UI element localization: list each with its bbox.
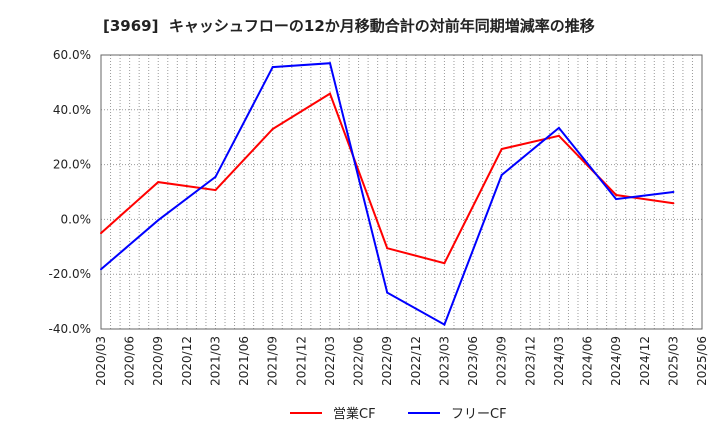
x-tick-label: 2021/09 [266, 336, 280, 386]
x-tick-label: 2022/09 [380, 336, 394, 386]
x-tick-label: 2020/06 [123, 336, 137, 386]
y-tick-label: -20.0% [49, 267, 91, 281]
data-point-series-1 [386, 291, 389, 294]
data-point-series-0 [386, 247, 389, 250]
x-tick-label: 2025/03 [666, 336, 680, 386]
data-point-series-0 [100, 232, 102, 235]
data-point-series-1 [157, 219, 160, 222]
data-point-series-1 [443, 323, 446, 326]
x-axis: 2020/03 2020/06 2020/09 2020/12 2021/03 2021/… [94, 336, 709, 386]
plot-area-frame [100, 54, 703, 330]
legend-label-operating-cf: 営業CF [333, 406, 376, 422]
data-point-series-0 [271, 128, 274, 130]
data-point-series-1 [214, 175, 217, 178]
data-point-series-1 [672, 191, 675, 193]
y-tick-label: -40.0% [49, 322, 91, 336]
x-tick-label: 2021/12 [294, 336, 308, 386]
y-tick-label: 20.0% [53, 158, 91, 172]
data-point-series-1 [271, 66, 274, 69]
data-point-series-0 [157, 181, 160, 184]
y-tick-label: 40.0% [53, 103, 91, 117]
x-tick-label: 2023/03 [437, 336, 451, 386]
x-tick-label: 2020/12 [180, 336, 194, 386]
y-tick-label: 0.0% [61, 212, 92, 226]
x-tick-label: 2023/12 [523, 336, 537, 386]
x-tick-label: 2023/09 [495, 336, 509, 386]
x-tick-label: 2021/03 [208, 336, 222, 386]
data-point-series-0 [214, 189, 217, 192]
grid [101, 55, 702, 329]
x-tick-label: 2024/09 [609, 336, 623, 386]
legend: 営業CF フリーCF [290, 406, 507, 422]
data-point-series-0 [500, 148, 503, 150]
x-tick-label: 2022/03 [323, 336, 337, 386]
x-tick-label: 2022/12 [409, 336, 423, 386]
x-tick-label: 2024/03 [552, 336, 566, 386]
x-tick-label: 2023/06 [466, 336, 480, 386]
x-tick-label: 2025/06 [695, 336, 709, 386]
y-axis: 60.0% 40.0% 20.0% 0.0% -20.0% -40.0% [49, 48, 91, 336]
data-point-series-0 [672, 202, 675, 205]
y-tick-label: 60.0% [53, 48, 91, 62]
data-point-series-0 [557, 134, 560, 137]
x-tick-label: 2021/06 [237, 336, 251, 386]
x-tick-label: 2024/12 [638, 336, 652, 386]
data-point-series-1 [557, 126, 560, 129]
data-point-series-0 [615, 194, 618, 196]
x-tick-label: 2020/09 [151, 336, 165, 386]
series-group [100, 62, 675, 327]
data-point-series-1 [100, 268, 102, 271]
x-tick-label: 2024/06 [581, 336, 595, 386]
chart-title: [3969] キャッシュフローの12か月移動合計の対前年同期増減率の推移 [103, 17, 595, 35]
data-point-series-0 [443, 262, 446, 265]
data-point-series-1 [329, 62, 331, 65]
legend-label-free-cf: フリーCF [451, 407, 507, 422]
x-tick-label: 2022/06 [352, 336, 366, 386]
data-point-series-0 [329, 92, 331, 95]
x-tick-label: 2020/03 [94, 336, 108, 386]
data-point-series-1 [615, 198, 618, 201]
data-point-series-1 [500, 174, 503, 176]
